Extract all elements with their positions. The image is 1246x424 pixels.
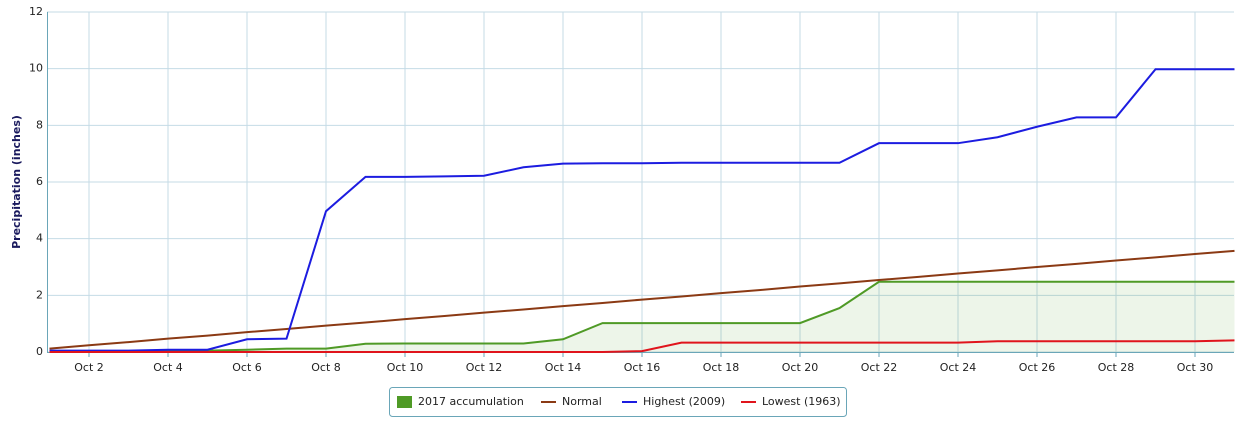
x-tick-label: Oct 8 — [311, 361, 341, 374]
x-tick-label: Oct 10 — [387, 361, 424, 374]
legend-label: Lowest (1963) — [762, 395, 841, 408]
y-tick-label: 8 — [36, 118, 43, 131]
x-tick-label: Oct 12 — [466, 361, 503, 374]
legend-label: Normal — [562, 395, 602, 408]
y-tick-label: 4 — [36, 232, 43, 245]
legend-label: Highest (2009) — [643, 395, 725, 408]
line — [49, 249, 1235, 350]
x-tick-label: Oct 30 — [1177, 361, 1214, 374]
x-tick-label: Oct 14 — [545, 361, 582, 374]
y-tick-label: 0 — [36, 345, 43, 358]
x-tick-label: Oct 2 — [74, 361, 104, 374]
x-tick-label: Oct 26 — [1019, 361, 1056, 374]
line — [49, 68, 1235, 352]
x-tick-label: Oct 24 — [940, 361, 977, 374]
line — [49, 280, 1235, 353]
y-axis-title: Precipitation (inches) — [10, 115, 23, 249]
x-tick-label: Oct 16 — [624, 361, 661, 374]
x-tick-label: Oct 4 — [153, 361, 183, 374]
y-tick-label: 6 — [36, 175, 43, 188]
legend-box — [389, 387, 847, 417]
x-tick-label: Oct 6 — [232, 361, 262, 374]
x-tick-label: Oct 22 — [861, 361, 898, 374]
y-tick-label: 12 — [29, 5, 43, 18]
x-tick-label: Oct 18 — [703, 361, 740, 374]
y-tick-label: 2 — [36, 288, 43, 301]
legend-swatch — [397, 396, 412, 408]
x-tick-label: Oct 28 — [1098, 361, 1135, 374]
line — [49, 339, 1235, 353]
legend-label: 2017 accumulation — [418, 395, 524, 408]
area — [49, 281, 1235, 352]
x-tick-label: Oct 20 — [782, 361, 819, 374]
y-tick-label: 10 — [29, 62, 43, 75]
